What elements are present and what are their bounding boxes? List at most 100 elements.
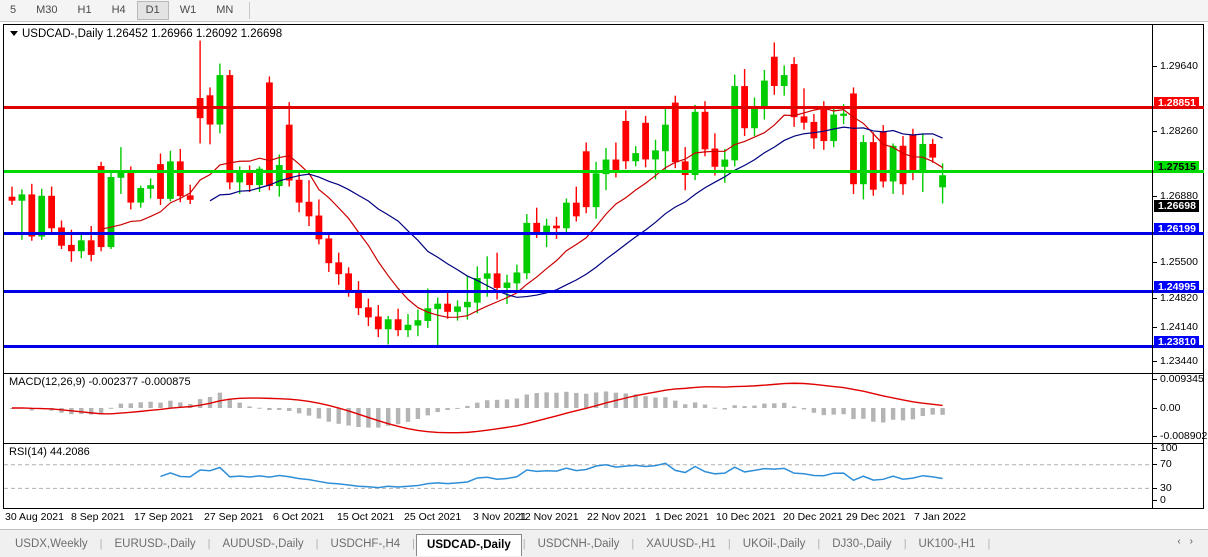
quote-header-text: USDCAD-,Daily 1.26452 1.26966 1.26092 1.…: [22, 28, 283, 40]
tab-divider: |: [315, 537, 319, 550]
moving-average-slow-line: [209, 126, 943, 298]
rsi-pane[interactable]: RSI(14) 44.2086 100 70 30 0: [4, 443, 1203, 508]
price-axis-tick: 1.29640: [1160, 60, 1198, 72]
timeframe-button-d1[interactable]: D1: [136, 1, 169, 20]
tab-scroll-controls[interactable]: ‹›: [1177, 536, 1202, 547]
time-axis-label: 6 Oct 2021: [273, 511, 325, 523]
time-axis-label: 30 Aug 2021: [5, 511, 64, 523]
macd-axis: 0.009345 0.00 -0.008902: [1152, 373, 1207, 443]
symbol-tab-ukoil--daily[interactable]: UKOil-,Daily: [742, 537, 806, 550]
macd-axis-tick: -0.008902: [1160, 430, 1208, 442]
axis-tickmark: [1153, 262, 1157, 263]
tab-divider: |: [987, 537, 991, 550]
price-axis-tick: 1.28260: [1160, 125, 1198, 137]
quote-header: USDCAD-,Daily 1.26452 1.26966 1.26092 1.…: [10, 28, 282, 40]
level-line-support-blue-2[interactable]: [4, 290, 1152, 293]
toolbar-divider: [249, 2, 251, 19]
rsi-axis-tick: 100: [1160, 442, 1178, 454]
axis-tickmark: [1153, 408, 1157, 409]
symbol-tab-eurusd--daily[interactable]: EURUSD-,Daily: [114, 537, 196, 550]
price-plot-area[interactable]: [4, 25, 1152, 373]
symbol-tab-dj30--daily[interactable]: DJ30-,Daily: [832, 537, 892, 550]
price-axis-tick: 1.23440: [1160, 355, 1198, 367]
symbol-tab-audusd--daily[interactable]: AUDUSD-,Daily: [222, 537, 304, 550]
rsi-line: [160, 462, 943, 489]
symbol-tab-usdchf--h4[interactable]: USDCHF-,H4: [330, 537, 401, 550]
time-axis-label: 17 Sep 2021: [134, 511, 194, 523]
level-line-support-blue-3[interactable]: [4, 345, 1152, 348]
axis-tickmark: [1153, 464, 1157, 465]
chevron-down-icon[interactable]: [10, 31, 18, 37]
time-axis: 30 Aug 2021 8 Sep 2021 17 Sep 2021 27 Sep 2…: [3, 509, 1204, 528]
timeframe-button-mn[interactable]: MN: [216, 4, 234, 16]
macd-pane[interactable]: MACD(12,26,9) -0.002377 -0.000875 0.0093…: [4, 373, 1207, 443]
rsi-plot-area[interactable]: [4, 444, 1152, 508]
level-line-axis-stub: [1153, 106, 1204, 109]
axis-tickmark: [1153, 327, 1157, 328]
rsi-label: RSI(14) 44.2086: [9, 446, 90, 458]
price-axis-label-black: 1.26698: [1154, 200, 1199, 212]
time-axis-label: 15 Oct 2021: [337, 511, 395, 523]
axis-tickmark: [1153, 361, 1157, 362]
symbol-tab-uk100--h1[interactable]: UK100-,H1: [918, 537, 976, 550]
timeframe-toolbar: 5 M30 H1 H4 D1 W1 MN: [0, 0, 1208, 22]
axis-tickmark: [1153, 379, 1157, 380]
macd-plot-area[interactable]: [4, 374, 1152, 443]
tab-divider: |: [631, 537, 635, 550]
time-axis-label: 12 Nov 2021: [519, 511, 579, 523]
price-axis-tick: 1.24140: [1160, 321, 1198, 333]
timeframe-button-5[interactable]: 5: [10, 4, 17, 16]
timeframe-button-h4[interactable]: H4: [111, 4, 126, 16]
level-line-axis-stub: [1153, 290, 1204, 293]
tab-divider: |: [817, 537, 821, 550]
level-line-resistance-red[interactable]: [4, 106, 1152, 109]
tab-divider: |: [522, 537, 526, 550]
tab-scroll-right-icon[interactable]: ›: [1189, 536, 1202, 547]
tab-divider: |: [207, 537, 211, 550]
level-line-axis-stub: [1153, 345, 1204, 348]
rsi-axis-tick: 0: [1160, 494, 1166, 506]
symbol-tab-bar: USDX,Weekly | EURUSD-,Daily | AUDUSD-,Daily |…: [0, 529, 1208, 557]
symbol-tab-usdx-weekly[interactable]: USDX,Weekly: [15, 537, 88, 550]
level-line-pivot-green[interactable]: [4, 170, 1152, 173]
time-axis-label: 29 Dec 2021: [846, 511, 906, 523]
time-axis-label: 27 Sep 2021: [204, 511, 264, 523]
timeframe-button-m30[interactable]: M30: [36, 4, 58, 16]
time-axis-label: 10 Dec 2021: [716, 511, 776, 523]
tab-divider: |: [903, 537, 907, 550]
axis-tickmark: [1153, 436, 1157, 437]
price-axis[interactable]: 1.29640 1.28260 1.26880 1.25500 1.24820 1.241…: [1152, 25, 1204, 400]
timeframe-button-w1[interactable]: W1: [179, 4, 197, 16]
time-axis-label: 25 Oct 2021: [404, 511, 462, 523]
price-axis-tick: 1.24820: [1160, 292, 1198, 304]
price-axis-tick: 1.26880: [1160, 190, 1198, 202]
axis-tickmark: [1153, 500, 1157, 501]
time-axis-label: 7 Jan 2022: [914, 511, 966, 523]
tab-scroll-left-icon[interactable]: ‹: [1177, 536, 1190, 547]
chart-frame: USDCAD-,Daily 1.26452 1.26966 1.26092 1.…: [3, 24, 1207, 509]
tab-divider: |: [99, 537, 103, 550]
level-line-support-blue-1[interactable]: [4, 232, 1152, 235]
macd-axis-tick: 0.009345: [1160, 373, 1204, 385]
axis-tickmark: [1153, 131, 1157, 132]
level-line-axis-stub: [1153, 232, 1204, 235]
timeframe-button-group: 5 M30 H1 H4 D1 W1 MN: [0, 0, 251, 21]
timeframe-button-h1[interactable]: H1: [77, 4, 92, 16]
price-axis-tick: 1.25500: [1160, 256, 1198, 268]
macd-signal-line: [11, 382, 943, 434]
candlestick-series: [8, 40, 946, 348]
rsi-axis-tick: 30: [1160, 482, 1172, 494]
time-axis-label: 22 Nov 2021: [587, 511, 647, 523]
axis-tickmark: [1153, 488, 1157, 489]
axis-tickmark: [1153, 448, 1157, 449]
time-axis-label: 20 Dec 2021: [783, 511, 843, 523]
price-pane[interactable]: USDCAD-,Daily 1.26452 1.26966 1.26092 1.…: [4, 25, 1204, 400]
tab-divider: |: [412, 537, 416, 550]
rsi-axis-tick: 70: [1160, 458, 1172, 470]
symbol-tab-usdcnh--daily[interactable]: USDCNH-,Daily: [537, 537, 620, 550]
rsi-axis: 100 70 30 0: [1152, 442, 1203, 508]
tab-divider: |: [727, 537, 731, 550]
symbol-tab-xauusd--h1[interactable]: XAUUSD-,H1: [646, 537, 716, 550]
symbol-tab-usdcad--daily[interactable]: USDCAD-,Daily: [416, 533, 522, 556]
